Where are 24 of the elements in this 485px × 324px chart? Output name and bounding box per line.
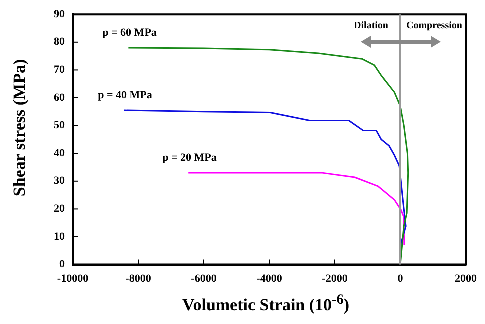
x-tick-label: -8000	[126, 273, 152, 286]
x-tick-label: 2000	[455, 273, 478, 286]
y-tick-label: 40	[54, 147, 66, 160]
y-tick-label: 70	[54, 64, 66, 76]
x-tick-label: -6000	[191, 273, 218, 286]
x-tick-label: 0	[398, 273, 404, 286]
y-tick-label: 90	[54, 8, 66, 20]
y-tick-label: 50	[54, 120, 66, 132]
annotation: Compression	[406, 20, 463, 32]
y-tick-label: 30	[54, 175, 66, 188]
x-tick-label: -10000	[57, 273, 90, 286]
y-tick-label: 60	[54, 92, 66, 104]
y-tick-label: 10	[54, 230, 66, 243]
x-tick-label: -2000	[322, 273, 348, 286]
series-label: p = 60 MPa	[102, 26, 158, 39]
series-label: p = 40 MPa	[98, 90, 153, 102]
y-tick-label: 80	[54, 36, 66, 48]
y-tick-label: 20	[54, 203, 66, 216]
y-axis-title: Shear stress (MPa)	[10, 58, 30, 199]
x-axis-title: Volumetic Strain (10$^{-6}$)	[182, 292, 350, 316]
x-tick-label: -4000	[256, 273, 283, 286]
y-tick-label: 0	[60, 258, 66, 271]
series-label: p = 20 MPa	[162, 152, 218, 164]
annotation: Dilation	[354, 20, 389, 32]
